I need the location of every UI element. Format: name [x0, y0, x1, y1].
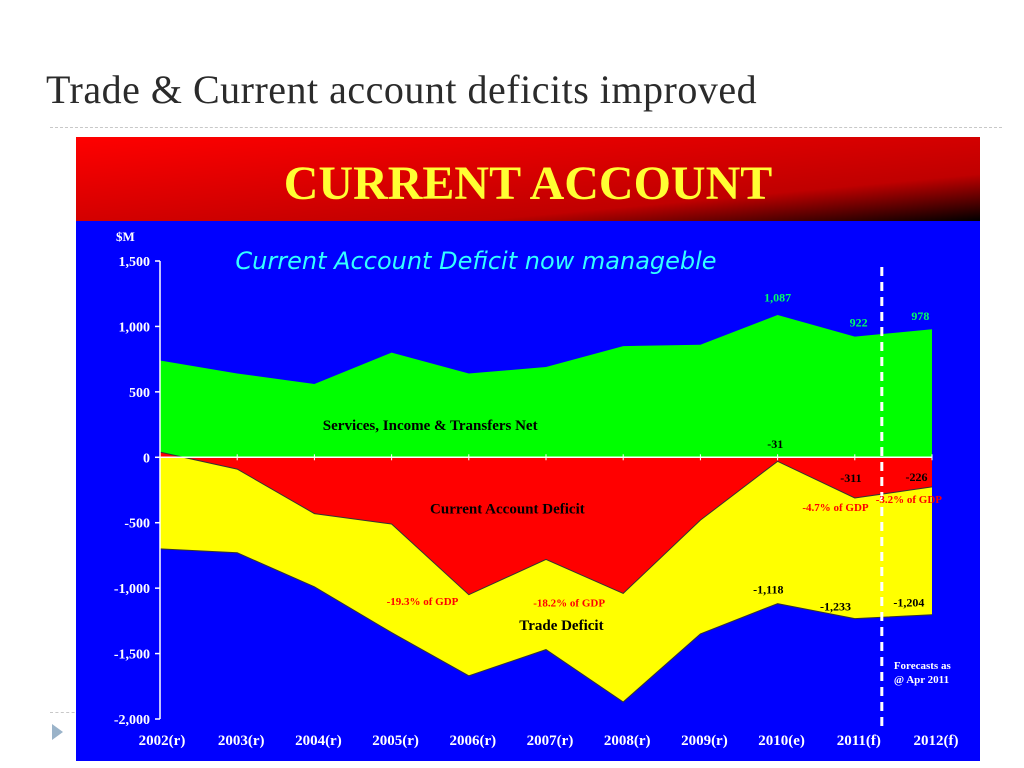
y-tick-label: -1,500 [114, 648, 150, 663]
area-series [159, 315, 933, 703]
x-tick-label: 2012(f) [914, 733, 959, 749]
series-area-current-account-deficit [160, 452, 932, 595]
data-label: -1,118 [753, 582, 783, 596]
y-tick-label: -2,000 [114, 713, 150, 728]
data-label: -226 [906, 470, 928, 484]
x-tick-label: 2010(e) [758, 733, 805, 749]
forecast-note: Forecasts as [894, 660, 952, 672]
y-tick-label: 500 [129, 386, 150, 401]
footer-divider [50, 712, 80, 713]
x-tick-label: 2008(r) [604, 733, 651, 749]
x-tick-label: 2005(r) [372, 733, 419, 749]
series-area-services [160, 315, 932, 458]
bullet-arrow-icon [52, 724, 63, 740]
series-line-trade-deficit [159, 548, 933, 703]
chart-subtitle: Current Account Deficit now manageble [235, 247, 716, 275]
data-label: 922 [850, 315, 868, 329]
y-tick-label: 1,000 [119, 320, 151, 335]
data-label: -1,204 [893, 595, 924, 609]
y-tick-label: -1,000 [114, 582, 150, 597]
x-tick-label: 2011(f) [837, 733, 881, 749]
series-line-current-account-deficit [159, 451, 933, 596]
data-label: 1,087 [764, 291, 791, 305]
data-label: -31 [767, 437, 783, 451]
area-label: Trade Deficit [519, 618, 603, 634]
banner-title: CURRENT ACCOUNT [284, 157, 773, 210]
area-label: Current Account Deficit [430, 502, 585, 518]
area-label: Services, Income & Transfers Net [323, 418, 538, 434]
x-tick-label: 2007(r) [527, 733, 574, 749]
gdp-label: -19.3% of GDP [387, 596, 459, 608]
gdp-label: -18.2% of GDP [533, 597, 605, 609]
x-tick-label: 2006(r) [449, 733, 496, 749]
slide-title: Trade & Current account deficits improve… [46, 67, 758, 112]
x-tick-label: 2004(r) [295, 733, 342, 749]
data-label: 978 [911, 309, 929, 323]
x-tick-label: 2002(r) [139, 733, 186, 749]
forecast-note: @ Apr 2011 [894, 674, 949, 686]
gdp-label: -3.2% of GDP [876, 494, 943, 506]
data-label: -311 [840, 471, 861, 485]
x-tick-label: 2009(r) [681, 733, 728, 749]
banner-background [76, 137, 980, 221]
y-tick-label: -500 [124, 517, 150, 532]
y-tick-label: 1,500 [119, 255, 151, 270]
axes: 1,500 1,000 500 0 -500 -1,000 -1,500 -2,000 2002… [114, 255, 959, 749]
chart-panel: CURRENT ACCOUNT Current Account Deficit … [76, 137, 980, 761]
gdp-label: -4.7% of GDP [802, 502, 869, 514]
chart-labels: Forecasts as @ Apr 2011 Services, Income &… [323, 291, 952, 686]
data-label: -1,233 [820, 599, 851, 613]
y-axis-unit: $M [116, 229, 135, 244]
x-tick-label: 2003(r) [218, 733, 265, 749]
title-divider [50, 127, 1002, 128]
current-account-chart: CURRENT ACCOUNT Current Account Deficit … [76, 137, 980, 761]
y-tick-label: 0 [143, 451, 150, 466]
